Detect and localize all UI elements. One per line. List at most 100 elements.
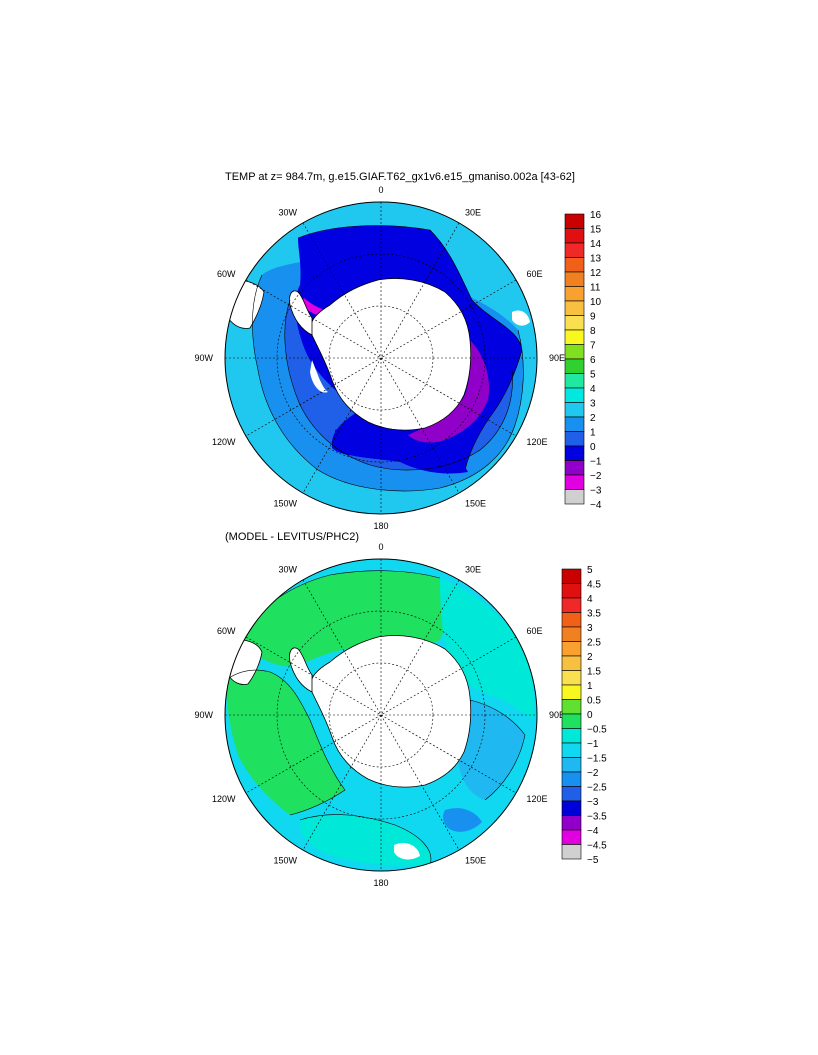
colorbar-label: 1 xyxy=(587,681,593,692)
colorbar-swatch xyxy=(561,612,582,628)
colorbar-swatch xyxy=(564,373,585,389)
colorbar-label: 5 xyxy=(590,370,596,381)
colorbar-2: 5 4.5 4 3.5 3 2.5 2 1.5 1 0.5 0 −0.5 −1 −1.5 −2 −2.5 −3 −… xyxy=(561,565,607,866)
antarctica-land xyxy=(310,278,472,431)
colorbar-swatch xyxy=(564,286,585,302)
colorbar-label: 4 xyxy=(587,594,593,605)
ice-patch-2 xyxy=(512,310,530,326)
colorbar-label: −1 xyxy=(590,457,602,468)
colorbar-label: 3 xyxy=(590,399,596,410)
lon-label: 90W xyxy=(194,353,213,363)
colorbar-label: 7 xyxy=(590,341,596,352)
diff-zone-pos-west xyxy=(226,670,345,815)
colorbar-swatch xyxy=(561,597,582,613)
colorbar-label: −4 xyxy=(587,826,599,837)
lon-label: 60E xyxy=(527,626,543,636)
colorbar-swatch xyxy=(561,568,582,584)
colorbar-label: 1.5 xyxy=(587,667,601,678)
colorbar-swatch xyxy=(564,416,585,432)
colorbar-label: 3.5 xyxy=(587,609,601,620)
colorbar-label: −3.5 xyxy=(587,812,607,823)
colorbar-label: 15 xyxy=(590,225,602,236)
lon-label: 180 xyxy=(373,521,388,531)
colorbar-label: −1.5 xyxy=(587,754,607,765)
colorbar-swatch xyxy=(561,684,582,700)
lon-label: 150E xyxy=(465,856,486,866)
colorbar-label: 4.5 xyxy=(587,580,601,591)
lon-label: 120E xyxy=(527,794,548,804)
diff-zone-neg05 xyxy=(440,578,535,720)
lon-label: 0 xyxy=(378,542,383,552)
lon-label: 30W xyxy=(278,565,297,575)
colorbar-label: 8 xyxy=(590,326,596,337)
lon-label: 150E xyxy=(465,499,486,509)
colorbar-swatch xyxy=(564,445,585,461)
colorbar-swatch xyxy=(561,713,582,729)
lon-label: 120W xyxy=(212,794,236,804)
ice-patch-1 xyxy=(310,360,328,393)
colorbar-label: −4.5 xyxy=(587,841,607,852)
colorbar-label: −3 xyxy=(590,486,602,497)
colorbar-label: 6 xyxy=(590,355,596,366)
diff-contours xyxy=(225,570,526,866)
colorbar-label: 0.5 xyxy=(587,696,601,707)
colorbar-label: 10 xyxy=(590,297,602,308)
colorbar-label: −2 xyxy=(587,768,599,779)
colorbar-label: 2 xyxy=(590,413,596,424)
colorbar-label: 5 xyxy=(587,565,593,576)
lon-label: 90W xyxy=(194,710,213,720)
lon-label: 30E xyxy=(465,208,481,218)
panel-1-title: TEMP at z= 984.7m, g.e15.GIAF.T62_gx1v6.… xyxy=(225,171,575,183)
colorbar-label: 2 xyxy=(587,652,593,663)
colorbar-label: 2.5 xyxy=(587,638,601,649)
colorbar-swatch xyxy=(564,402,585,418)
antarctic-peninsula-2 xyxy=(289,647,313,693)
colorbar-swatch xyxy=(561,757,582,773)
colorbar-swatch xyxy=(561,583,582,599)
lon-label: 150W xyxy=(273,856,297,866)
colorbar-swatch xyxy=(561,641,582,657)
colorbar-swatch xyxy=(564,242,585,258)
lon-labels-2: 0 30E 60E 90E 120E 150E 180 150W 120W 90W 60W 30W xyxy=(194,542,565,888)
colorbar-swatch xyxy=(564,300,585,316)
colorbar-label: 0 xyxy=(590,442,596,453)
colorbar-swatch xyxy=(564,329,585,345)
colorbar-label: 0 xyxy=(587,710,593,721)
diff-map xyxy=(225,559,537,871)
colorbar-swatch xyxy=(564,315,585,331)
colorbar-swatch xyxy=(561,844,582,860)
ocean-zone-neg1 xyxy=(408,340,490,443)
colorbar-swatch xyxy=(564,358,585,374)
antarctic-peninsula xyxy=(289,290,313,336)
colorbar-label: −4 xyxy=(590,500,602,511)
ocean-zone-0b xyxy=(335,423,468,474)
colorbar-label: 1 xyxy=(590,428,596,439)
colorbar-label: −0.5 xyxy=(587,725,607,736)
ice-patch-3 xyxy=(394,843,420,860)
lon-label: 30E xyxy=(465,565,481,575)
colorbar-swatch xyxy=(561,699,582,715)
graticule-1 xyxy=(225,202,537,514)
colorbar-swatch xyxy=(561,742,582,758)
lon-label: 120W xyxy=(212,437,236,447)
colorbar-swatch xyxy=(561,786,582,802)
colorbar-swatch xyxy=(561,728,582,744)
panel-2-title: (MODEL - LEVITUS/PHC2) xyxy=(225,531,360,543)
colorbar-label: 4 xyxy=(590,384,596,395)
colorbar-swatch xyxy=(564,489,585,505)
colorbar-label: 9 xyxy=(590,312,596,323)
colorbar-label: −3 xyxy=(587,797,599,808)
graticule-2 xyxy=(225,559,537,871)
lon-label: 60E xyxy=(527,269,543,279)
colorbar-swatch xyxy=(564,228,585,244)
colorbar-swatch xyxy=(561,800,582,816)
colorbar-swatch xyxy=(561,771,582,787)
lon-label: 60W xyxy=(217,626,236,636)
colorbar-label: 11 xyxy=(590,283,601,294)
lon-label: 120E xyxy=(527,437,548,447)
colorbar-swatch xyxy=(561,829,582,845)
lon-label: 90E xyxy=(549,353,565,363)
colorbar-swatch xyxy=(564,474,585,490)
